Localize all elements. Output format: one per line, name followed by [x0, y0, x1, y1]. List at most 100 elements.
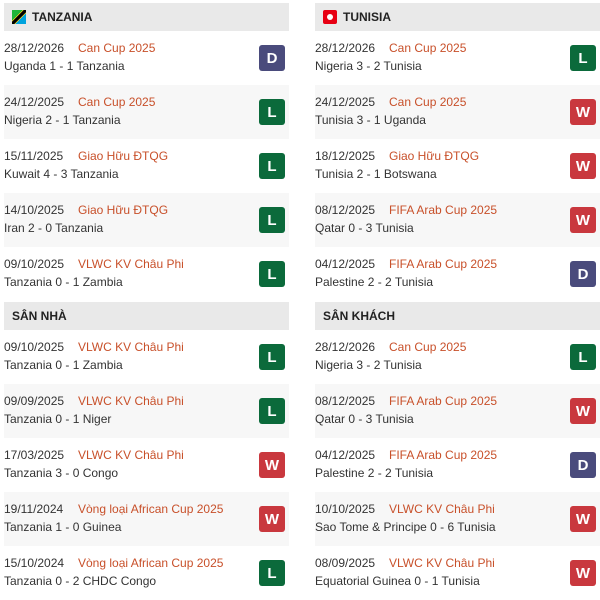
- match-row[interactable]: 10/10/2025 VLWC KV Châu Phi Sao Tome & Pri…: [315, 492, 600, 546]
- match-score: Tunisia 3 - 1 Uganda: [315, 113, 426, 127]
- competition-link[interactable]: Can Cup 2025: [389, 340, 467, 354]
- competition-link[interactable]: VLWC KV Châu Phi: [389, 556, 495, 570]
- match-row[interactable]: 15/11/2025 Giao Hữu ĐTQG Kuwait 4 - 3 Tanz…: [4, 139, 289, 193]
- tunisia-flag-icon: [323, 10, 337, 24]
- match-row[interactable]: 08/12/2025 FIFA Arab Cup 2025 Qatar 0 - 3 …: [315, 193, 600, 247]
- match-row[interactable]: 28/12/2026 Can Cup 2025 Nigeria 3 - 2 Tuni…: [315, 330, 600, 384]
- result-badge: D: [570, 452, 596, 478]
- match-date: 09/10/2025: [4, 340, 65, 354]
- competition-link[interactable]: Can Cup 2025: [78, 41, 156, 55]
- match-date: 28/12/2026: [4, 41, 65, 55]
- match-date: 10/10/2025: [315, 502, 376, 516]
- result-badge: L: [570, 45, 596, 71]
- competition-link[interactable]: FIFA Arab Cup 2025: [389, 203, 498, 217]
- section-1: TANZANIA 28/12/2026 Can Cup 2025 Uganda 1 -…: [4, 3, 289, 301]
- match-row[interactable]: 09/10/2025 VLWC KV Châu Phi Tanzania 0 - 1…: [4, 330, 289, 384]
- result-badge: W: [570, 398, 596, 424]
- match-score: Tanzania 0 - 2 CHDC Congo: [4, 574, 157, 588]
- result-badge: L: [259, 560, 285, 586]
- match-row[interactable]: 08/09/2025 VLWC KV Châu Phi Equatorial Gui…: [315, 546, 600, 600]
- match-row[interactable]: 24/12/2025 Can Cup 2025 Nigeria 2 - 1 Tanz…: [4, 85, 289, 139]
- match-row[interactable]: 18/12/2025 Giao Hữu ĐTQG Tunisia 2 - 1 Bot…: [315, 139, 600, 193]
- result-badge: D: [259, 45, 285, 71]
- match-score: Qatar 0 - 3 Tunisia: [315, 412, 414, 426]
- match-row[interactable]: 04/12/2025 FIFA Arab Cup 2025 Palestine 2 …: [315, 247, 600, 301]
- result-badge: L: [259, 261, 285, 287]
- result-badge: L: [259, 153, 285, 179]
- match-date: 15/10/2024: [4, 556, 65, 570]
- section-header: SÂN NHÀ: [4, 302, 289, 330]
- section-4: SÂN KHÁCH 28/12/2026 Can Cup 2025 Nigeria 3…: [315, 302, 600, 600]
- match-date: 08/12/2025: [315, 394, 376, 408]
- match-row[interactable]: 14/10/2025 Giao Hữu ĐTQG Iran 2 - 0 Tanzan…: [4, 193, 289, 247]
- match-score: Kuwait 4 - 3 Tanzania: [4, 167, 119, 181]
- result-badge: L: [570, 344, 596, 370]
- competition-link[interactable]: Can Cup 2025: [389, 41, 467, 55]
- competition-link[interactable]: Vòng loại African Cup 2025: [78, 556, 224, 570]
- match-row[interactable]: 09/10/2025 VLWC KV Châu Phi Tanzania 0 - 1…: [4, 247, 289, 301]
- match-row[interactable]: 04/12/2025 FIFA Arab Cup 2025 Palestine 2 …: [315, 438, 600, 492]
- competition-link[interactable]: FIFA Arab Cup 2025: [389, 257, 498, 271]
- match-date: 14/10/2025: [4, 203, 65, 217]
- match-row[interactable]: 28/12/2026 Can Cup 2025 Uganda 1 - 1 Tanza…: [4, 31, 289, 85]
- competition-link[interactable]: FIFA Arab Cup 2025: [389, 448, 498, 462]
- match-date: 18/12/2025: [315, 149, 376, 163]
- match-date: 04/12/2025: [315, 257, 376, 271]
- match-score: Equatorial Guinea 0 - 1 Tunisia: [315, 574, 480, 588]
- match-score: Nigeria 3 - 2 Tunisia: [315, 358, 422, 372]
- match-date: 19/11/2024: [4, 502, 64, 516]
- match-row[interactable]: 15/10/2024 Vòng loại African Cup 2025 Tanz…: [4, 546, 289, 600]
- section-title: TANZANIA: [32, 10, 93, 24]
- match-date: 09/09/2025: [4, 394, 65, 408]
- match-date: 09/10/2025: [4, 257, 65, 271]
- match-date: 28/12/2026: [315, 340, 376, 354]
- competition-link[interactable]: VLWC KV Châu Phi: [389, 502, 495, 516]
- competition-link[interactable]: Giao Hữu ĐTQG: [389, 149, 480, 163]
- competition-link[interactable]: Can Cup 2025: [389, 95, 467, 109]
- match-row[interactable]: 08/12/2025 FIFA Arab Cup 2025 Qatar 0 - 3 …: [315, 384, 600, 438]
- match-row[interactable]: 09/09/2025 VLWC KV Châu Phi Tanzania 0 - 1…: [4, 384, 289, 438]
- match-row[interactable]: 17/03/2025 VLWC KV Châu Phi Tanzania 3 - 0…: [4, 438, 289, 492]
- match-score: Nigeria 3 - 2 Tunisia: [315, 59, 422, 73]
- match-score: Tanzania 0 - 1 Niger: [4, 412, 112, 426]
- result-badge: D: [570, 261, 596, 287]
- competition-link[interactable]: VLWC KV Châu Phi: [78, 394, 184, 408]
- tanzania-flag-icon: [12, 10, 26, 24]
- competition-link[interactable]: FIFA Arab Cup 2025: [389, 394, 498, 408]
- match-score: Qatar 0 - 3 Tunisia: [315, 221, 414, 235]
- match-score: Palestine 2 - 2 Tunisia: [315, 466, 434, 480]
- match-date: 08/09/2025: [315, 556, 376, 570]
- competition-link[interactable]: Giao Hữu ĐTQG: [78, 149, 169, 163]
- match-row[interactable]: 19/11/2024 Vòng loại African Cup 2025 Tanz…: [4, 492, 289, 546]
- match-date: 15/11/2025: [4, 149, 64, 163]
- competition-link[interactable]: VLWC KV Châu Phi: [78, 257, 184, 271]
- match-score: Nigeria 2 - 1 Tanzania: [4, 113, 121, 127]
- result-badge: W: [570, 506, 596, 532]
- match-date: 17/03/2025: [4, 448, 65, 462]
- match-score: Palestine 2 - 2 Tunisia: [315, 275, 434, 289]
- match-score: Tanzania 3 - 0 Congo: [4, 466, 119, 480]
- match-score: Iran 2 - 0 Tanzania: [4, 221, 104, 235]
- result-badge: W: [570, 153, 596, 179]
- section-2: TUNISIA 28/12/2026 Can Cup 2025 Nigeria 3 -…: [315, 3, 600, 301]
- match-date: 28/12/2026: [315, 41, 376, 55]
- result-badge: L: [259, 99, 285, 125]
- competition-link[interactable]: Can Cup 2025: [78, 95, 156, 109]
- section-header: TANZANIA: [4, 3, 289, 31]
- section-header: SÂN KHÁCH: [315, 302, 600, 330]
- section-3: SÂN NHÀ 09/10/2025 VLWC KV Châu Phi Tanzani…: [4, 302, 289, 600]
- result-badge: W: [259, 506, 285, 532]
- competition-link[interactable]: Giao Hữu ĐTQG: [78, 203, 169, 217]
- match-date: 04/12/2025: [315, 448, 376, 462]
- competition-link[interactable]: Vòng loại African Cup 2025: [78, 502, 224, 516]
- match-date: 24/12/2025: [315, 95, 376, 109]
- match-row[interactable]: 24/12/2025 Can Cup 2025 Tunisia 3 - 1 Ugan…: [315, 85, 600, 139]
- match-row[interactable]: 28/12/2026 Can Cup 2025 Nigeria 3 - 2 Tuni…: [315, 31, 600, 85]
- match-score: Uganda 1 - 1 Tanzania: [4, 59, 125, 73]
- match-date: 08/12/2025: [315, 203, 376, 217]
- match-score: Tanzania 0 - 1 Zambia: [4, 275, 123, 289]
- competition-link[interactable]: VLWC KV Châu Phi: [78, 448, 184, 462]
- section-title: SÂN KHÁCH: [323, 309, 395, 323]
- result-badge: L: [259, 344, 285, 370]
- competition-link[interactable]: VLWC KV Châu Phi: [78, 340, 184, 354]
